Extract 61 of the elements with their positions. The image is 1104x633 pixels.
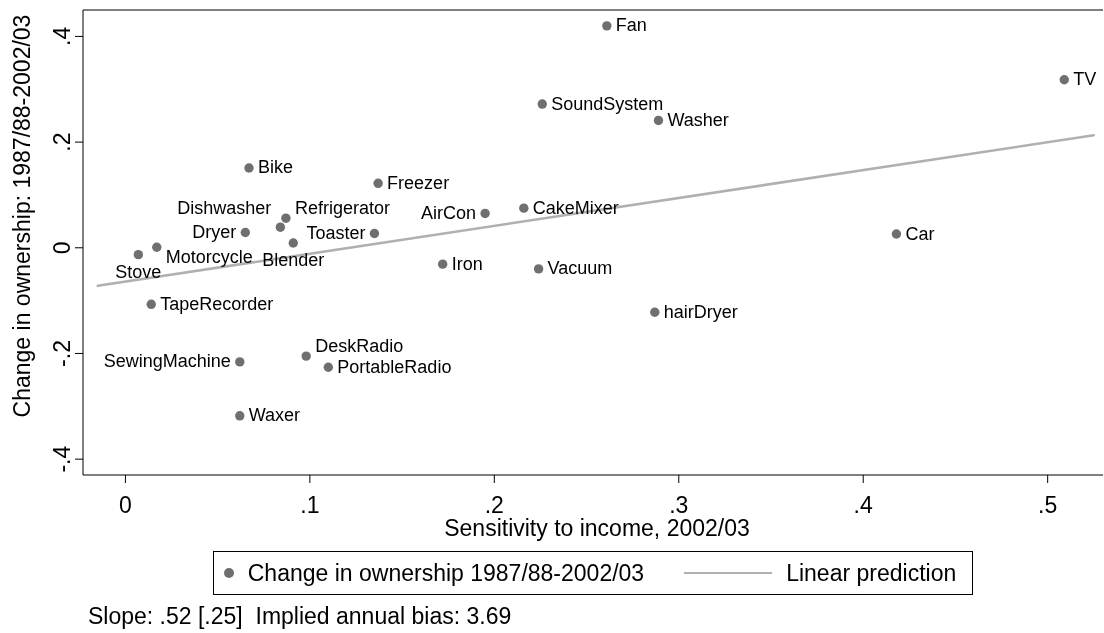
point [152,242,162,252]
y-tick-label: .2 [49,132,75,152]
point [533,264,544,274]
y-tick-label: .4 [49,26,75,47]
point [650,307,660,317]
point [437,259,448,269]
point [240,227,251,238]
data-label: Waxer [248,405,301,426]
data-label: TapeRecorder [160,293,274,314]
point [323,362,334,372]
point [244,163,254,173]
data-label: Toaster [306,223,366,244]
data-label: Fan [615,15,647,36]
point [275,222,286,232]
data-label: Car [905,223,935,244]
data-label: hairDryer [663,301,738,322]
data-label: TV [1073,69,1097,90]
point [281,213,291,223]
point [519,203,529,213]
point [1059,75,1069,85]
data-label: Freezer [387,172,450,193]
data-label: Iron [451,253,483,274]
data-label: AirCon [421,202,477,223]
data-label: Motorcycle [165,246,253,267]
point [235,357,245,367]
x-tick-label: .4 [853,492,874,519]
data-label: Washer [667,109,729,130]
data-label: Stove [115,261,162,282]
x-tick-label: 0 [119,492,132,519]
data-label: Dryer [192,221,237,242]
x-tick-label: .1 [300,492,320,519]
data-label: SoundSystem [551,93,664,114]
data-label: Refrigerator [294,197,390,218]
y-tick-label: 0 [49,241,75,255]
point [373,178,383,189]
point [369,228,380,239]
point [653,115,664,126]
y-tick-label: -.2 [49,340,75,367]
legend-label: Change in ownership 1987/88-2002/03 [247,559,645,587]
point [537,99,547,109]
legend-label: Linear prediction [786,559,957,587]
point [146,299,156,310]
data-label: Vacuum [547,258,613,279]
y-tick-label: -.4 [49,445,75,473]
point [891,229,902,239]
data-label: CakeMixer [532,197,619,218]
data-label: Dishwasher [177,197,272,218]
data-label: Bike [258,157,294,178]
point [480,208,490,219]
data-label: Blender [262,250,325,271]
data-label: PortableRadio [337,356,452,377]
point [288,238,298,248]
x-tick-label: .5 [1038,492,1058,519]
point [133,249,144,260]
data-label: DeskRadio [315,335,404,356]
point [301,351,311,361]
point [235,411,245,421]
text: Slope: .52 [.25] Implied annual bias: 3.69 [88,603,512,630]
point [602,21,612,31]
y-axis-title: Change in ownership: 1987/88-2002/03 [9,14,35,418]
data-label: SewingMachine [103,351,231,372]
